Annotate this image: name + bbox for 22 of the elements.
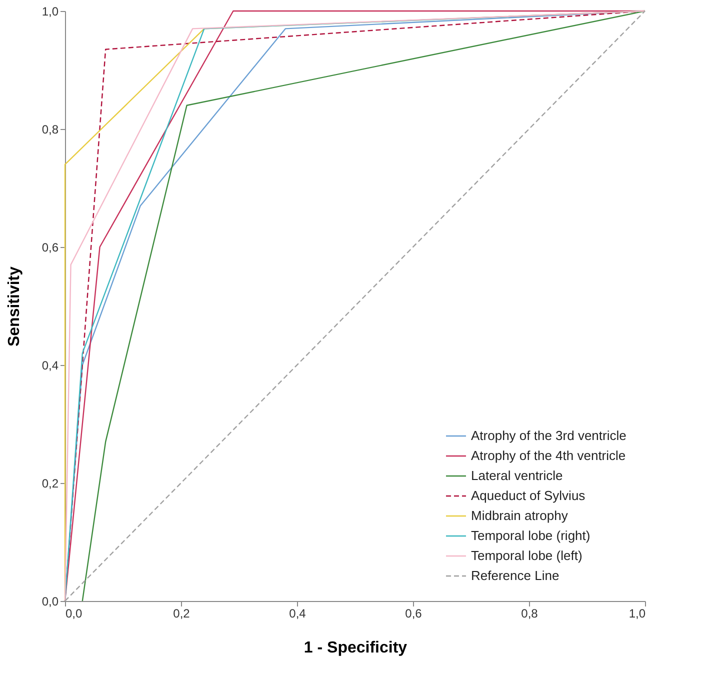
y-tick-label: 1,0 bbox=[42, 4, 59, 18]
x-tick-label: 1,0 bbox=[628, 606, 646, 620]
x-tick-label: 0,4 bbox=[289, 606, 306, 620]
legend-label: Midbrain atrophy bbox=[471, 508, 568, 523]
y-tick-label: 0,8 bbox=[42, 122, 59, 136]
y-axis-title: Sensitivity bbox=[6, 266, 23, 347]
x-tick-label: 0,0 bbox=[66, 606, 83, 620]
legend-label: Atrophy of the 4th ventricle bbox=[471, 448, 626, 463]
legend-label: Reference Line bbox=[471, 568, 560, 583]
y-tick-label: 0,0 bbox=[42, 594, 59, 608]
y-tick-label: 0,6 bbox=[42, 240, 59, 254]
y-tick-label: 0,2 bbox=[42, 476, 59, 490]
x-axis-title: 1 - Specificity bbox=[304, 640, 408, 656]
x-tick-label: 0,8 bbox=[521, 606, 538, 620]
legend-label: Temporal lobe (right) bbox=[471, 528, 590, 543]
legend-label: Atrophy of the 3rd ventricle bbox=[471, 428, 626, 443]
legend-label: Lateral ventricle bbox=[471, 468, 563, 483]
x-tick-label: 0,2 bbox=[173, 606, 190, 620]
legend-label: Aqueduct of Sylvius bbox=[471, 488, 586, 503]
x-tick-label: 0,6 bbox=[405, 606, 422, 620]
y-tick-label: 0,4 bbox=[42, 358, 59, 372]
legend-label: Temporal lobe (left) bbox=[471, 548, 582, 563]
